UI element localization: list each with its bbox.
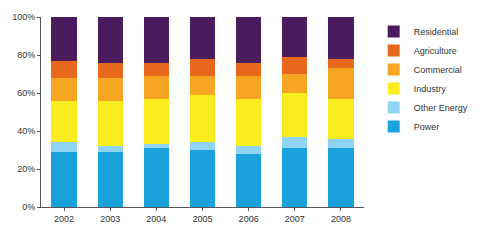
svg-text:2002: 2002 xyxy=(54,214,74,224)
svg-text:40%: 40% xyxy=(17,126,35,136)
svg-text:2003: 2003 xyxy=(100,214,120,224)
svg-text:Power: Power xyxy=(414,122,440,132)
svg-text:2004: 2004 xyxy=(146,214,166,224)
svg-text:Commercial: Commercial xyxy=(414,65,462,75)
svg-text:2008: 2008 xyxy=(331,214,351,224)
svg-text:80%: 80% xyxy=(17,50,35,60)
svg-text:Residential: Residential xyxy=(414,27,459,37)
svg-text:Industry: Industry xyxy=(414,84,447,94)
svg-text:2007: 2007 xyxy=(285,214,305,224)
svg-text:2005: 2005 xyxy=(192,214,212,224)
svg-text:Other Energy: Other Energy xyxy=(414,103,468,113)
svg-text:0%: 0% xyxy=(22,202,35,212)
svg-text:100%: 100% xyxy=(12,12,35,22)
svg-text:60%: 60% xyxy=(17,88,35,98)
svg-text:Agriculture: Agriculture xyxy=(414,46,457,56)
svg-text:20%: 20% xyxy=(17,164,35,174)
svg-text:2006: 2006 xyxy=(239,214,259,224)
